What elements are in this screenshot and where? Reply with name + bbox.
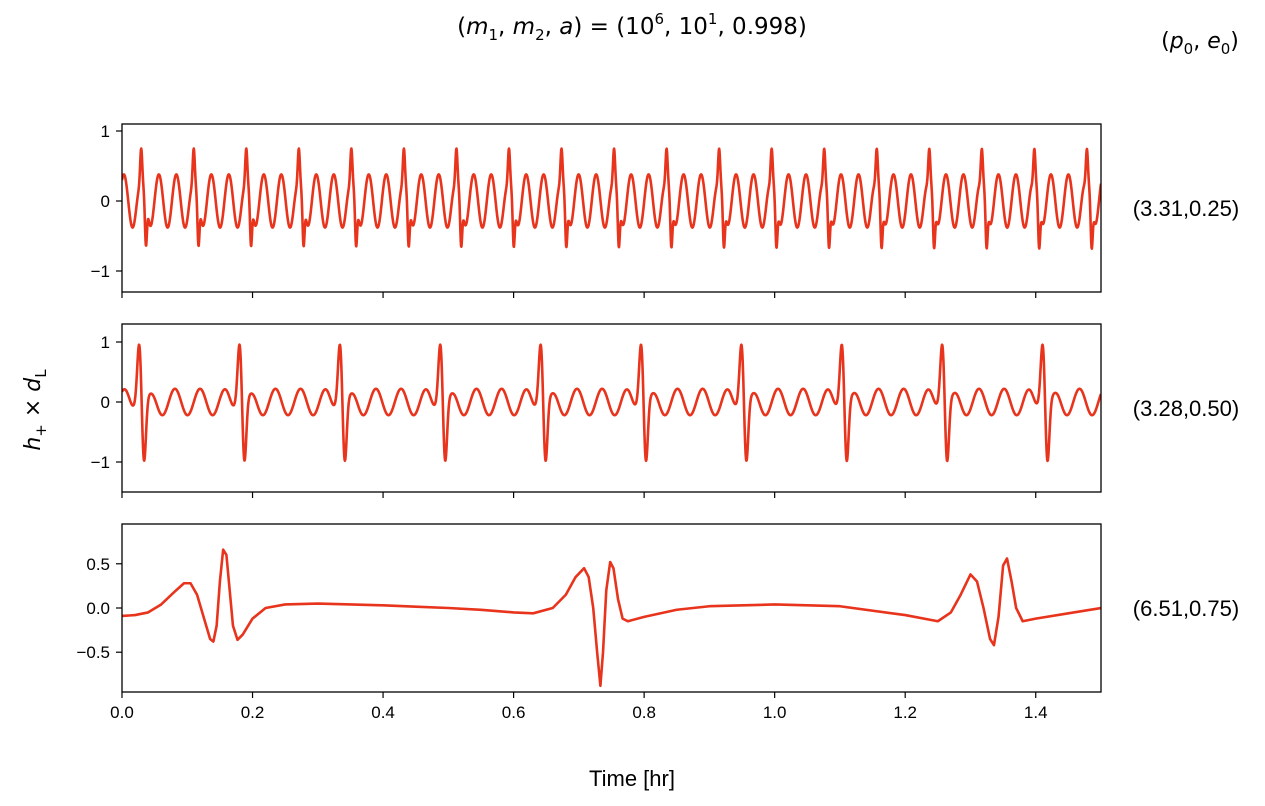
x-tick-label: 0.4: [371, 703, 395, 722]
panel-label: (3.31,0.25): [1133, 196, 1239, 221]
title-part: ,: [498, 14, 513, 40]
ylabel-part: L: [32, 369, 50, 378]
x-tick-label: 1.4: [1024, 703, 1048, 722]
y-tick-label: 0.5: [86, 555, 110, 574]
x-axis-label: Time [hr]: [589, 766, 675, 791]
title-part: , 0.998): [717, 14, 806, 40]
y-tick-label: 0: [101, 393, 110, 412]
legend-header-part: 0: [1221, 40, 1231, 58]
title-part: (: [457, 14, 466, 40]
y-tick-label: −1: [91, 453, 110, 472]
x-tick-label: 0.8: [632, 703, 656, 722]
legend-header: (p0, e0): [1161, 29, 1239, 58]
panel-label: (3.28,0.50): [1133, 396, 1239, 421]
panel-middle: −1 0 1 (3.28,0.50): [91, 323, 1239, 498]
title-part: 2: [535, 26, 545, 44]
axes-frame: [121, 123, 1102, 293]
title-part: 1: [708, 10, 718, 28]
title-part: 1: [488, 26, 498, 44]
title-part: ) = (10: [573, 14, 654, 40]
legend-header-part: p: [1169, 29, 1184, 54]
title-part: m: [513, 14, 535, 40]
tick-layer: −1 0 1: [91, 333, 1037, 498]
title-part: 6: [654, 10, 664, 28]
x-tick-label: 1.2: [893, 703, 917, 722]
series-layer: [122, 147, 1101, 250]
title-part: , 10: [664, 14, 708, 40]
series-line: [122, 548, 1101, 688]
x-tick-label: 0.6: [502, 703, 526, 722]
axes-frame: [121, 323, 1102, 493]
panel-label: (6.51,0.75): [1133, 596, 1239, 621]
title-part: a: [559, 14, 573, 40]
ylabel-part: ×: [21, 392, 46, 424]
tick-layer: −0.5 0.0 0.5 0.0 0.2 0.4 0.6 0.8 1.0 1.2 1.4: [76, 555, 1047, 722]
figure-title: (m1, m2, a) = (106, 101, 0.998): [457, 10, 807, 44]
y-tick-label: −0.5: [76, 643, 110, 662]
series-line: [122, 343, 1101, 463]
legend-header-part: e: [1207, 29, 1221, 54]
y-tick-label: 0.0: [86, 599, 110, 618]
x-tick-label: 0.2: [241, 703, 265, 722]
title-part: ,: [545, 14, 560, 40]
title-part: m: [466, 14, 488, 40]
legend-header-part: ): [1230, 29, 1239, 54]
ylabel-part: +: [32, 424, 50, 437]
y-tick-label: 1: [101, 333, 110, 352]
y-tick-label: 0: [101, 192, 110, 211]
series-line: [122, 147, 1101, 250]
panel-bottom: −0.5 0.0 0.5 0.0 0.2 0.4 0.6 0.8 1.0 1.2 1.4 (6.51…: [76, 523, 1239, 722]
y-tick-label: −1: [91, 262, 110, 281]
x-tick-label: 0.0: [110, 703, 134, 722]
y-tick-label: 1: [101, 122, 110, 141]
legend-header-part: (: [1161, 29, 1170, 54]
panel-top: −1 0 1 (3.31,0.25): [91, 122, 1239, 298]
tick-layer: −1 0 1: [91, 122, 1037, 298]
y-axis-label: h+ × dL: [21, 369, 50, 451]
series-layer: [122, 343, 1101, 463]
legend-header-part: 0: [1184, 40, 1194, 58]
ylabel-part: d: [21, 377, 46, 392]
legend-header-part: ,: [1193, 29, 1207, 54]
series-layer: [122, 548, 1101, 688]
ylabel-part: h: [21, 437, 46, 451]
x-tick-label: 1.0: [763, 703, 787, 722]
